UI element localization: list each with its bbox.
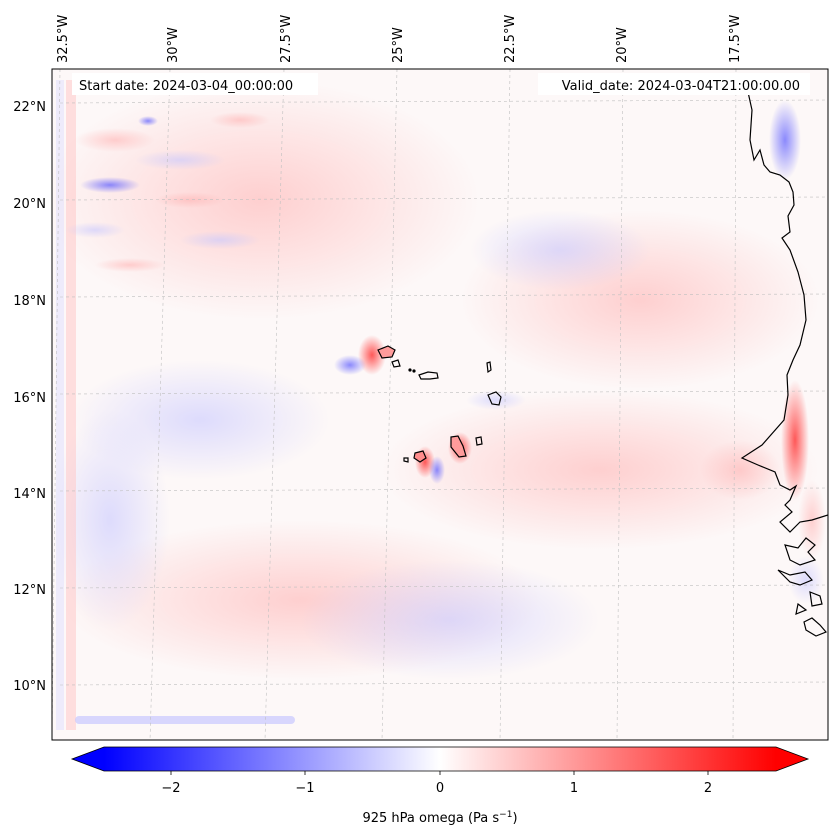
lon-label: 22.5°W <box>503 15 518 63</box>
colorbar: −2 −1 0 1 2 925 hPa omega (Pa s−1) <box>70 746 810 826</box>
lon-label: 20°W <box>615 27 630 63</box>
lon-label: 32.5°W <box>56 15 71 63</box>
start-date-label: Start date: 2024-03-04_00:00:00 <box>79 79 293 94</box>
start-date-box: Start date: 2024-03-04_00:00:00 <box>72 73 318 95</box>
colorbar-label: 925 hPa omega (Pa s−1) <box>362 810 517 826</box>
lat-label: 18°N <box>13 294 46 309</box>
lon-label: 25°W <box>391 27 406 63</box>
island-sao-nicolau <box>418 371 439 380</box>
lat-label: 14°N <box>13 487 46 502</box>
lat-label: 20°N <box>13 197 46 212</box>
island-brava <box>403 457 409 463</box>
longitude-labels: 32.5°W 30°W 27.5°W 25°W 22.5°W 20°W 17.5… <box>56 15 743 63</box>
latitude-labels: 22°N 20°N 18°N 16°N 14°N 12°N 10°N <box>13 100 46 694</box>
colorbar-gradient <box>104 747 776 771</box>
lon-label: 30°W <box>166 27 181 63</box>
island-santo-antao <box>377 345 396 359</box>
valid-date-box: Valid_date: 2024-03-04T21:00:00.00 <box>538 73 810 95</box>
island-sal <box>486 361 492 374</box>
african-coastline <box>740 91 828 533</box>
map-frame <box>51 68 829 741</box>
coastlines <box>377 91 828 637</box>
lat-label: 16°N <box>13 391 46 406</box>
island-fogo <box>413 450 427 463</box>
graticule <box>52 69 828 740</box>
lat-label: 12°N <box>13 583 46 598</box>
colorbar-outline <box>70 746 810 772</box>
colorbar-tick: 0 <box>436 781 444 796</box>
colorbar-max-extension <box>776 747 808 771</box>
island-santiago <box>450 435 467 458</box>
colorbar-tick: −1 <box>295 781 314 796</box>
lat-label: 22°N <box>13 100 46 115</box>
map-panel: Start date: 2024-03-04_00:00:00 Valid_da… <box>51 68 829 741</box>
lat-label: 10°N <box>13 679 46 694</box>
island-sao-vicente <box>391 359 401 368</box>
colorbar-tick: 2 <box>704 781 712 796</box>
island-maio <box>475 436 483 446</box>
omega-field <box>52 80 826 730</box>
valid-date-label: Valid_date: 2024-03-04T21:00:00.00 <box>562 79 800 94</box>
island-boa-vista <box>487 391 502 406</box>
colorbar-tick: −2 <box>161 781 180 796</box>
colorbar-tick: 1 <box>570 781 578 796</box>
lon-label: 27.5°W <box>279 15 294 63</box>
colorbar-min-extension <box>72 747 104 771</box>
lon-label: 17.5°W <box>728 15 743 63</box>
